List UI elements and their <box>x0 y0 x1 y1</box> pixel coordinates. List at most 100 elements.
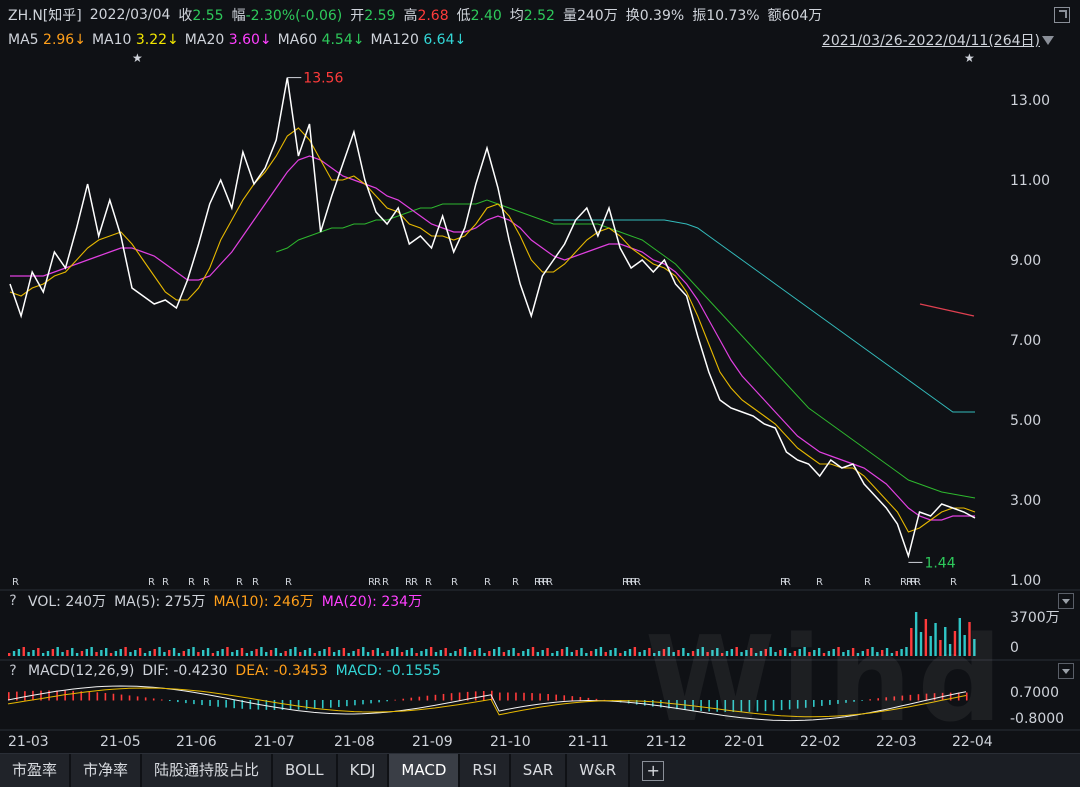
macd-bar <box>338 700 340 707</box>
volume-bar <box>357 649 360 656</box>
volume-bar <box>643 650 646 656</box>
rights-marker: R <box>780 577 787 588</box>
macd-bar <box>434 694 437 701</box>
volume-bar <box>871 647 874 656</box>
macd-bar <box>668 700 670 709</box>
macd-bar <box>949 692 952 701</box>
help-icon[interactable]: ? <box>9 663 17 679</box>
macd-bar <box>330 700 332 708</box>
volume-bar <box>12 651 16 656</box>
volume-bar <box>342 648 346 656</box>
rights-marker: R <box>411 577 418 588</box>
volume-bar <box>667 647 670 656</box>
macd-bar <box>201 700 203 706</box>
macd-bar <box>877 698 879 701</box>
volume-bar <box>774 652 777 656</box>
volume-bar <box>265 652 268 656</box>
macd-bar <box>708 700 710 712</box>
macd-bar <box>394 699 396 701</box>
macd-bar <box>136 696 139 701</box>
tab--[interactable]: 市盈率 <box>0 754 72 787</box>
rights-marker: R <box>12 577 19 588</box>
tab-sar[interactable]: SAR <box>510 754 568 787</box>
macd-bar <box>603 699 606 701</box>
chevron-down-icon[interactable] <box>1058 663 1074 679</box>
rights-marker: R <box>630 577 637 588</box>
macd-bar <box>740 700 743 712</box>
volume-bar <box>376 648 379 656</box>
tab-rsi[interactable]: RSI <box>460 754 511 787</box>
macd-bar <box>595 698 598 701</box>
rights-marker: R <box>538 577 545 588</box>
volume-bar <box>517 653 520 656</box>
volume-bar <box>493 649 496 656</box>
macd-bar <box>917 694 920 701</box>
volume-bar <box>599 647 603 656</box>
volume-bar <box>924 619 928 656</box>
macd-bar <box>635 700 638 705</box>
volume-bar <box>769 647 772 656</box>
volume-bar <box>386 651 389 656</box>
volume-bar <box>313 653 316 656</box>
volume-bar <box>109 653 113 656</box>
rights-marker: R <box>148 577 155 588</box>
tab-kdj[interactable]: KDJ <box>337 754 390 787</box>
volume-bar <box>832 649 835 656</box>
macd-bar <box>152 698 155 701</box>
open-field: 开2.59 <box>350 8 396 24</box>
volume-bar <box>488 651 491 656</box>
help-icon[interactable]: ? <box>9 593 17 609</box>
macd-bar <box>571 696 574 701</box>
macd-bar <box>177 700 179 703</box>
volume-bar <box>716 648 719 656</box>
chevron-down-icon[interactable] <box>1042 36 1054 45</box>
volume-bar <box>362 647 365 656</box>
x-tick-label: 21-03 <box>8 734 49 750</box>
volume-bar <box>391 649 394 656</box>
volume-bar <box>861 651 864 656</box>
volume-bar <box>400 652 404 656</box>
chevron-down-icon[interactable] <box>1058 593 1074 609</box>
volume-bar <box>468 652 472 656</box>
tab-boll[interactable]: BOLL <box>273 754 338 787</box>
date-range[interactable]: 2021/03/26-2022/04/11(264日) <box>821 33 1040 49</box>
volume-bar <box>143 653 147 656</box>
volume-bar <box>827 651 831 656</box>
ma250-line <box>919 303 975 317</box>
ma120-legend: MA120 6.64↓ <box>370 32 467 48</box>
ma10-legend: MA10 3.22↓ <box>91 32 179 48</box>
expand-icon[interactable] <box>1054 7 1070 23</box>
add-tab-button[interactable]: + <box>642 761 665 781</box>
macd-bar <box>772 700 775 711</box>
star-icon: ★ <box>964 51 975 65</box>
volume-bar <box>299 652 302 656</box>
volume-bar <box>546 648 549 656</box>
macd-bar <box>193 700 195 705</box>
volume-bar <box>187 649 190 656</box>
volume-bar <box>105 648 108 656</box>
volume-bar <box>483 653 486 656</box>
rights-marker: R <box>512 577 519 588</box>
volume-bar <box>895 651 898 656</box>
tab-spacer <box>676 754 1080 787</box>
rights-marker: R <box>950 577 957 588</box>
tab--[interactable]: 市净率 <box>71 754 143 787</box>
macd-dea-line <box>7 687 967 718</box>
volume-bar <box>784 648 787 656</box>
tab-w-r[interactable]: W&R <box>567 754 631 787</box>
amplitude-field: 振10.73% <box>692 8 760 24</box>
volume-bar <box>192 647 195 656</box>
volume-bar <box>594 649 598 656</box>
macd-bar <box>209 700 211 706</box>
tab-macd[interactable]: MACD <box>389 754 461 787</box>
tab--[interactable]: 陆股通持股占比 <box>142 754 274 787</box>
macd-bar <box>104 692 107 701</box>
rights-marker: R <box>534 577 541 588</box>
macd-bar <box>523 692 525 701</box>
macd-bar <box>804 700 807 708</box>
volume-bar <box>410 648 413 656</box>
volume-bar <box>914 612 918 656</box>
x-tick-label: 21-09 <box>412 734 453 750</box>
volume-bar <box>134 650 137 656</box>
